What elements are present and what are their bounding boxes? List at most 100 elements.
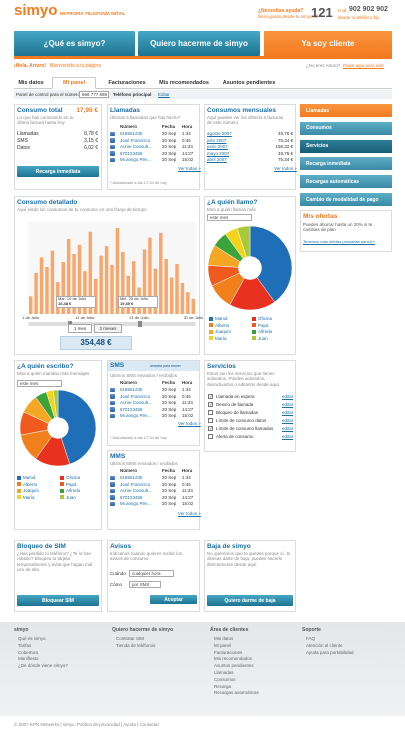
button[interactable]: Bloquear SIM bbox=[17, 595, 99, 606]
footer-link[interactable]: Asuntos pendientes bbox=[214, 663, 254, 669]
nav-tab[interactable]: Ya soy cliente bbox=[264, 31, 392, 56]
cell: 20 Sep bbox=[162, 494, 177, 500]
footer-link[interactable]: Tienda de teléfonos bbox=[116, 642, 156, 648]
column-header: Hora bbox=[182, 124, 193, 129]
edit-link[interactable]: editar bbox=[282, 434, 294, 439]
row-icon bbox=[110, 488, 115, 493]
sidebar-item[interactable]: Recarga inmediata bbox=[300, 157, 392, 171]
legend-label: Joaquín bbox=[215, 329, 232, 334]
row-icon bbox=[110, 482, 115, 487]
footer-link[interactable]: Recargas automáticas bbox=[214, 690, 259, 696]
period-button[interactable]: 3 meses bbox=[94, 324, 122, 333]
more-link[interactable]: Ver todos » bbox=[274, 166, 297, 171]
month-link[interactable]: mayo 2007 bbox=[207, 150, 230, 156]
footer-link[interactable]: Qué es simyo bbox=[18, 636, 46, 641]
select[interactable]: por SMS bbox=[129, 581, 161, 588]
bar bbox=[175, 264, 179, 314]
button[interactable]: Recarga inmediata bbox=[17, 166, 99, 177]
footer-link[interactable]: Manifiesto bbox=[18, 656, 39, 662]
note: * Actualizado a las 17:34 de hoy bbox=[110, 180, 167, 185]
edit-link[interactable]: editar bbox=[282, 418, 294, 423]
nav-tab[interactable]: Quiero hacerme de simyo bbox=[138, 31, 260, 56]
footer-link[interactable]: Facturaciones bbox=[214, 649, 243, 655]
sidebar-item[interactable]: Recargas automáticas bbox=[300, 175, 392, 189]
offers-link[interactable]: Tenemos más ofertas pensadas para ti » bbox=[303, 239, 376, 244]
sidebar-item[interactable]: Llamadas bbox=[300, 104, 392, 117]
month-link[interactable]: agosto 2007 bbox=[207, 131, 232, 136]
footer-link[interactable]: FAQ bbox=[306, 636, 316, 641]
checkbox[interactable]: ✓ bbox=[208, 426, 213, 431]
month-link[interactable]: julio 2007 bbox=[207, 137, 227, 143]
edit-link[interactable]: editar bbox=[282, 394, 294, 399]
more-link[interactable]: Ver todas » bbox=[178, 166, 201, 171]
footer-link[interactable]: ¿De dónde viene simyo? bbox=[18, 663, 68, 669]
mms-panel bbox=[107, 450, 200, 530]
button[interactable]: Quiero darme de baja bbox=[207, 595, 293, 606]
checkbox[interactable] bbox=[208, 418, 213, 423]
service-name: Bloqueo de llamadas bbox=[216, 410, 259, 415]
subtab[interactable]: Facturaciones bbox=[108, 79, 146, 86]
period-button[interactable]: 1 mes bbox=[68, 324, 92, 333]
service-name: Desvío de llamada bbox=[216, 402, 254, 407]
period-select[interactable]: este mes bbox=[207, 214, 252, 221]
cell: 15:02 bbox=[182, 413, 194, 418]
month-link[interactable]: abril 2007 bbox=[207, 157, 227, 162]
legend-label: Alfredo bbox=[66, 488, 81, 493]
logout[interactable]: Pulsa aquí para salir bbox=[343, 63, 385, 68]
cell: 20 Sep bbox=[162, 144, 177, 149]
button[interactable]: Aceptar bbox=[150, 595, 197, 604]
nav-tab[interactable]: ¿Qué es simyo? bbox=[14, 31, 135, 56]
number-select[interactable]: 666 777 888 bbox=[79, 91, 109, 98]
pie-hole bbox=[238, 256, 262, 280]
subtab[interactable]: Mis recomendados bbox=[159, 79, 209, 86]
footer-link[interactable]: Consumos bbox=[214, 676, 236, 682]
sidebar-item[interactable]: Consumos bbox=[300, 121, 392, 135]
subtab[interactable]: Asuntos pendientes bbox=[222, 79, 276, 86]
footer-link[interactable]: Contratar SIM bbox=[116, 636, 145, 641]
footer-link[interactable]: Mi panel bbox=[214, 642, 232, 648]
sidebar-item[interactable]: Servicios bbox=[300, 139, 392, 153]
footer-link[interactable]: Llamadas bbox=[214, 670, 234, 675]
checkbox[interactable] bbox=[208, 410, 213, 415]
subtab[interactable]: Mi panel bbox=[52, 77, 96, 89]
footer-link[interactable]: Mis datos bbox=[214, 636, 234, 641]
footer-link[interactable]: Mis recomendados bbox=[214, 656, 253, 662]
slider-handle[interactable] bbox=[138, 321, 142, 327]
edit-link[interactable]: editar bbox=[282, 410, 294, 415]
legend-swatch bbox=[17, 482, 21, 486]
logo[interactable]: simyo bbox=[14, 2, 58, 19]
more-link[interactable]: Ver todos » bbox=[178, 421, 201, 426]
drag-badge: arrastra para mover bbox=[150, 364, 181, 368]
column-header: Hora bbox=[182, 468, 193, 473]
cell: 20 Sep bbox=[162, 413, 177, 418]
edit-link[interactable]: Editar bbox=[158, 92, 170, 97]
footer-link[interactable]: Atención al cliente bbox=[306, 642, 343, 648]
checkbox[interactable]: ✓ bbox=[208, 394, 213, 399]
checkbox[interactable]: ✓ bbox=[208, 402, 213, 407]
sidebar-item[interactable]: Cambio de modalidad de pago bbox=[300, 193, 392, 206]
select[interactable]: cualquier hora bbox=[129, 570, 174, 577]
subtab[interactable]: Mis datos bbox=[18, 79, 44, 86]
total-box: 354,48 € bbox=[60, 336, 132, 350]
edit-link[interactable]: editar bbox=[282, 402, 294, 407]
bar bbox=[34, 272, 38, 314]
footer-link[interactable]: Tarifas bbox=[18, 642, 32, 648]
bar bbox=[115, 228, 120, 314]
footer-link[interactable]: Cobertura bbox=[18, 649, 39, 655]
bar-chart bbox=[28, 222, 196, 314]
row-value: 8,78 € bbox=[84, 131, 98, 137]
edit-link[interactable]: editar bbox=[282, 426, 294, 431]
checkbox[interactable] bbox=[208, 434, 213, 439]
period-select[interactable]: este mes bbox=[17, 380, 62, 387]
panel-bar-label: Panel de control para el número: bbox=[16, 92, 82, 97]
cell: 918561235 bbox=[120, 131, 143, 136]
bar bbox=[148, 237, 152, 314]
more-link[interactable]: Ver todos » bbox=[178, 511, 201, 516]
month-link[interactable]: junio 2007 bbox=[207, 144, 228, 149]
servicios-text: Estos son los servicios que tienes activ… bbox=[207, 371, 281, 387]
footer-link[interactable]: Ayuda para portabilidad bbox=[306, 649, 354, 655]
panel-title: Avisos bbox=[110, 543, 132, 550]
footer-link[interactable]: Recarga bbox=[214, 683, 232, 689]
cell: 14:27 bbox=[182, 494, 194, 500]
column-header: Número bbox=[120, 124, 138, 129]
